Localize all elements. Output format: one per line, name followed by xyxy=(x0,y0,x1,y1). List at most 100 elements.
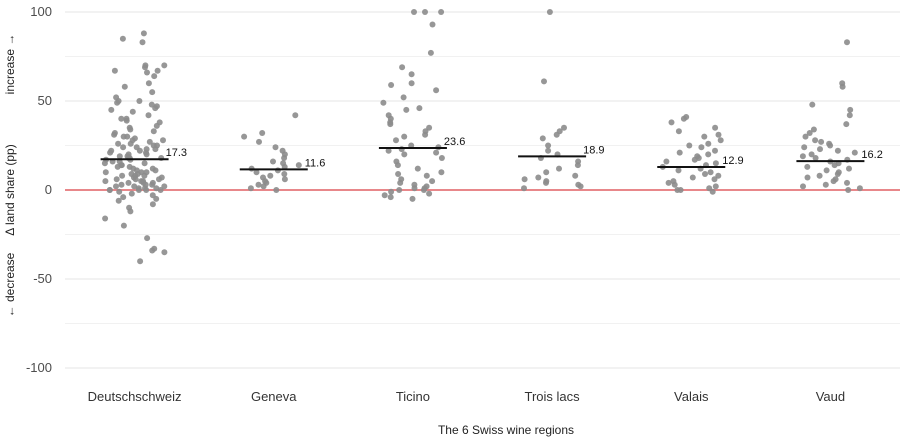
data-point xyxy=(812,137,819,144)
data-point xyxy=(698,144,705,151)
data-point xyxy=(153,122,160,129)
data-point xyxy=(106,187,113,193)
data-point xyxy=(429,178,436,185)
data-point xyxy=(702,171,708,177)
data-point xyxy=(543,179,549,186)
data-point xyxy=(281,171,288,177)
data-point xyxy=(127,126,134,133)
data-point xyxy=(810,126,817,133)
mean-label: 23.6 xyxy=(444,136,465,148)
data-point xyxy=(267,172,274,179)
data-point xyxy=(420,187,427,193)
data-point xyxy=(136,98,143,104)
data-point xyxy=(844,39,850,46)
data-point xyxy=(111,131,118,138)
data-point xyxy=(808,151,815,158)
data-point xyxy=(823,167,830,174)
data-point xyxy=(144,69,150,76)
y-tick-label: 100 xyxy=(30,4,52,19)
data-point xyxy=(281,155,288,161)
data-point xyxy=(102,169,109,176)
mean-label: 17.3 xyxy=(166,147,187,159)
data-point xyxy=(671,181,678,188)
data-point xyxy=(668,119,675,126)
data-point xyxy=(545,142,552,149)
data-point xyxy=(118,115,125,122)
data-points xyxy=(101,9,863,265)
data-point xyxy=(127,140,134,147)
data-point xyxy=(427,49,434,56)
data-point xyxy=(295,162,302,169)
data-point xyxy=(123,117,130,124)
y-tick-label: 50 xyxy=(38,93,52,108)
data-point xyxy=(102,215,109,222)
data-point xyxy=(663,158,670,165)
data-point xyxy=(387,121,394,128)
data-point xyxy=(846,112,853,119)
data-point xyxy=(809,101,816,108)
data-point xyxy=(856,185,863,192)
data-point xyxy=(107,149,114,156)
data-point xyxy=(539,135,546,142)
data-point xyxy=(818,138,825,145)
mean-label: 12.9 xyxy=(722,155,743,167)
data-point xyxy=(385,147,392,154)
data-point xyxy=(414,165,421,172)
data-point xyxy=(292,112,299,119)
data-point xyxy=(120,222,127,229)
data-point xyxy=(160,137,166,144)
x-axis-title: The 6 Swiss wine regions xyxy=(438,423,574,437)
data-point xyxy=(411,185,418,192)
data-point xyxy=(116,188,123,195)
data-point xyxy=(270,158,276,165)
data-point xyxy=(143,187,150,193)
data-point xyxy=(804,163,811,170)
data-point xyxy=(665,179,672,186)
data-point xyxy=(574,162,581,169)
data-point xyxy=(394,162,401,169)
data-point xyxy=(120,194,127,201)
data-point xyxy=(847,106,854,113)
data-point xyxy=(433,149,440,156)
data-point xyxy=(712,160,719,167)
data-point xyxy=(142,64,148,71)
data-point xyxy=(834,147,841,154)
data-point xyxy=(806,130,813,136)
data-point xyxy=(705,151,712,158)
data-point xyxy=(132,176,139,183)
data-point xyxy=(521,176,528,183)
data-point xyxy=(141,160,148,167)
data-point xyxy=(429,21,436,28)
data-point xyxy=(281,176,288,183)
data-point xyxy=(691,156,698,163)
data-point xyxy=(712,147,718,154)
category-label: Ticino xyxy=(396,389,430,404)
data-point xyxy=(701,133,708,140)
data-point xyxy=(804,174,811,181)
data-point xyxy=(141,172,148,179)
data-point xyxy=(119,35,126,42)
data-point xyxy=(831,162,838,169)
data-point xyxy=(686,142,693,149)
data-point xyxy=(816,172,823,179)
data-point xyxy=(150,128,157,135)
data-point xyxy=(399,64,406,71)
data-point xyxy=(438,169,445,176)
data-point xyxy=(388,82,395,88)
data-point xyxy=(152,146,159,153)
data-point xyxy=(259,130,266,136)
data-point xyxy=(144,235,151,242)
data-point xyxy=(395,171,402,177)
data-point xyxy=(241,133,248,140)
data-point xyxy=(149,201,156,208)
mean-label: 16.2 xyxy=(861,149,882,161)
data-point xyxy=(400,94,407,101)
data-point xyxy=(152,167,159,174)
data-point xyxy=(717,137,724,144)
category-label: Valais xyxy=(674,389,709,404)
data-point xyxy=(712,183,719,190)
data-point xyxy=(135,187,142,193)
data-point xyxy=(817,146,823,153)
data-point xyxy=(145,80,152,87)
